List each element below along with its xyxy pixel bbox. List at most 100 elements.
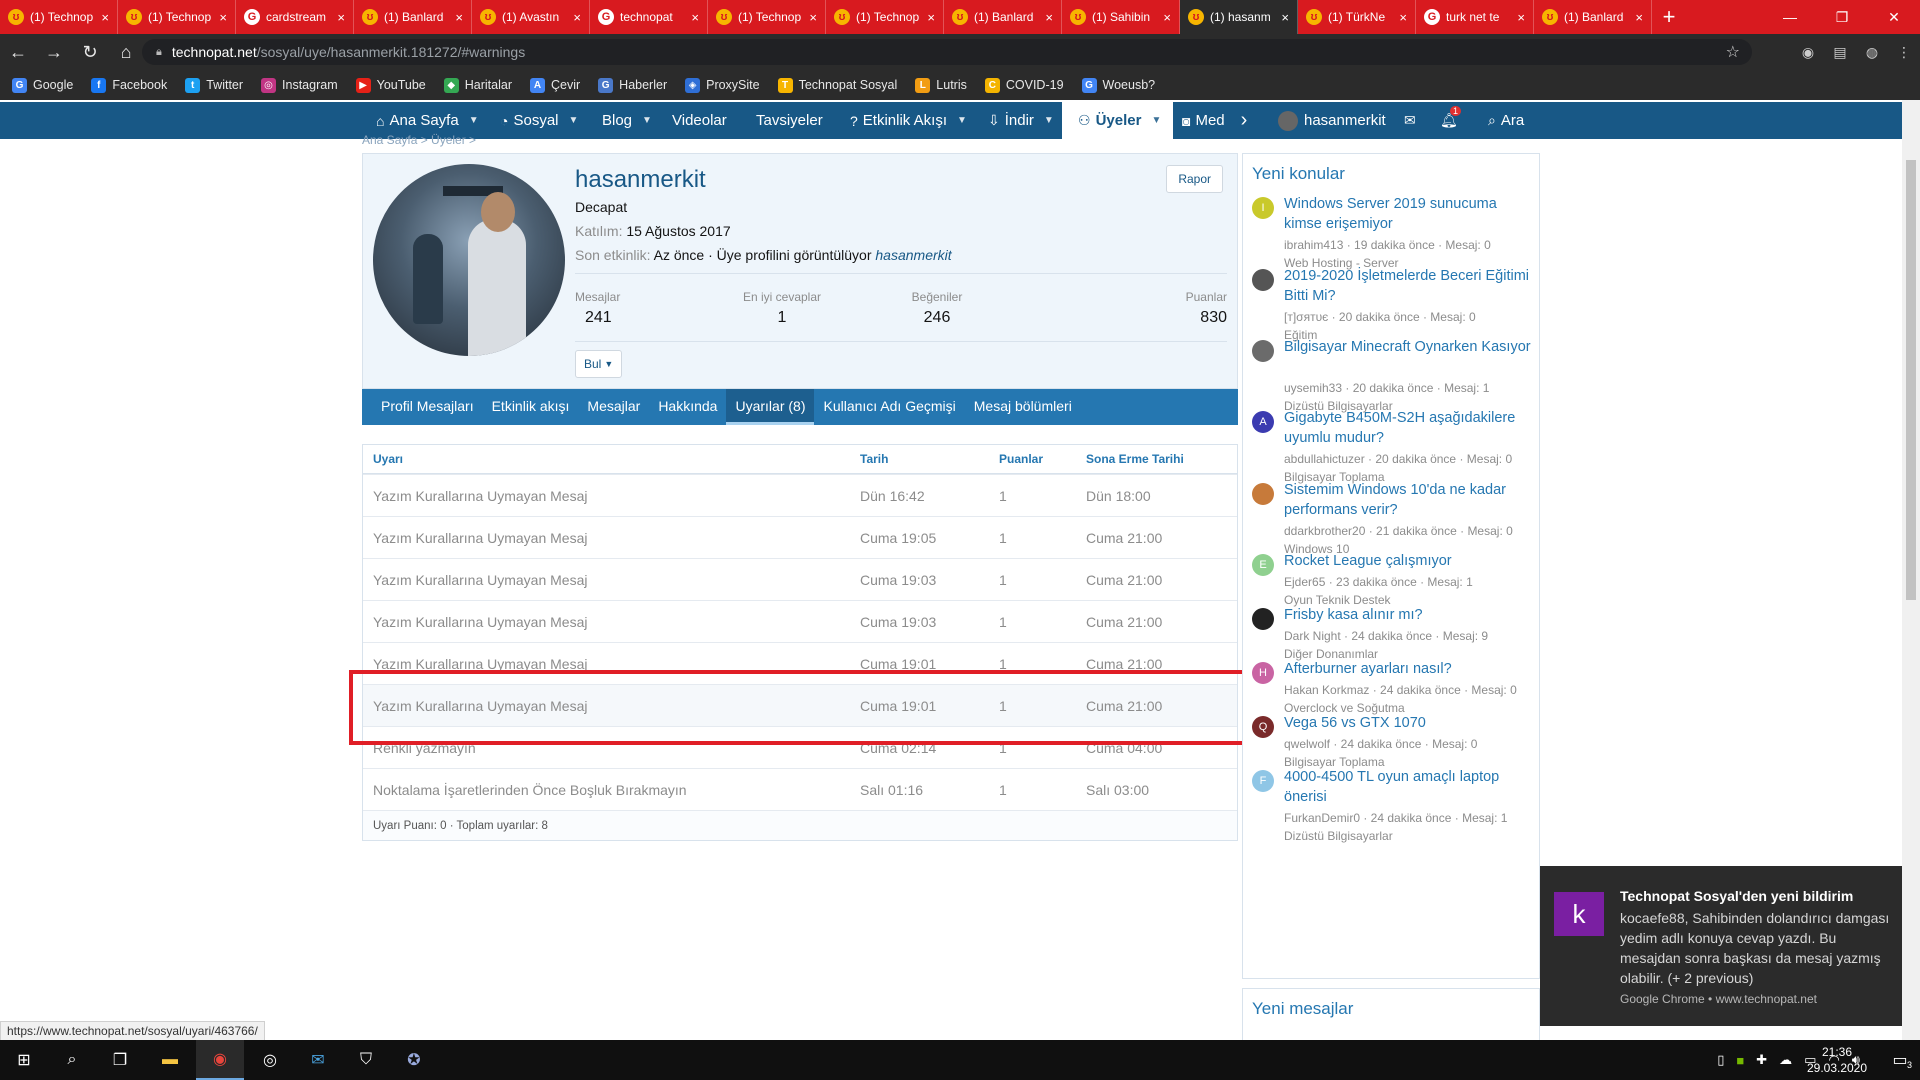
battery-icon[interactable]: ▯ bbox=[1717, 1052, 1725, 1067]
extension-icon[interactable]: ◉ bbox=[1801, 43, 1815, 60]
browser-tab[interactable]: ʊ (1) Banlard × bbox=[944, 0, 1062, 34]
report-button[interactable]: Rapor bbox=[1166, 165, 1223, 193]
profile-activity-link[interactable]: hasanmerkit bbox=[875, 247, 952, 263]
nav-item[interactable]: ⇩ İndir ▼ bbox=[988, 112, 1054, 129]
thread-title[interactable]: 2019-2020 İşletmelerde Beceri Eğitimi Bi… bbox=[1284, 268, 1530, 304]
tab-close-icon[interactable]: × bbox=[1517, 9, 1525, 25]
bookmark-item[interactable]: ◆ Haritalar bbox=[443, 77, 512, 93]
app-icon[interactable]: ✪ bbox=[407, 1052, 421, 1069]
thread-title[interactable]: Vega 56 vs GTX 1070 bbox=[1284, 715, 1426, 731]
caret-down-icon[interactable]: ▼ bbox=[568, 115, 579, 126]
scroll-thumb[interactable] bbox=[1906, 160, 1916, 600]
profile-tab[interactable]: Hakkında bbox=[658, 397, 718, 414]
thread-avatar[interactable] bbox=[1252, 340, 1274, 362]
thread-forum[interactable]: Eğitim bbox=[1284, 328, 1318, 342]
nav-item[interactable]: Blog ▼ bbox=[602, 112, 652, 129]
stat-messages[interactable]: Mesajlar 241 bbox=[575, 290, 621, 326]
tab-close-icon[interactable]: × bbox=[809, 9, 817, 25]
tab-close-icon[interactable]: × bbox=[1045, 9, 1053, 25]
caret-down-icon[interactable]: ▼ bbox=[468, 115, 479, 126]
thread-forum[interactable]: Dizüstü Bilgisayarlar bbox=[1284, 399, 1393, 413]
alerts-icon[interactable]: 🔔︎ 1 bbox=[1440, 102, 1463, 139]
table-row[interactable]: Yazım Kurallarına Uymayan Mesaj Cuma 19:0… bbox=[363, 516, 1237, 558]
bookmark-item[interactable]: G Haberler bbox=[598, 77, 667, 93]
thread-forum[interactable]: Overclock ve Soğutma bbox=[1284, 701, 1405, 715]
extension-icon[interactable]: ▤ bbox=[1833, 43, 1847, 60]
bookmark-item[interactable]: ◎ Instagram bbox=[261, 77, 338, 93]
search-icon[interactable]: ⌕ bbox=[67, 1051, 77, 1068]
thread-avatar[interactable]: H bbox=[1252, 662, 1274, 684]
thread-title[interactable]: Windows Server 2019 sunucuma kimse erişe… bbox=[1284, 196, 1497, 232]
nav-item[interactable]: Tavsiyeler bbox=[756, 112, 823, 129]
nav-item[interactable]: ⌂ Ana Sayfa ▼ bbox=[376, 112, 479, 129]
tab-close-icon[interactable]: × bbox=[455, 9, 463, 25]
profile-tab[interactable]: Uyarılar (8) bbox=[726, 389, 815, 425]
search-nav-button[interactable]: ⌕ Ara bbox=[1488, 112, 1525, 129]
browser-tab[interactable]: ʊ (1) hasanm × bbox=[1180, 0, 1298, 34]
profile-tab[interactable]: Profil Mesajları bbox=[381, 397, 474, 414]
thread-forum[interactable]: Web Hosting - Server bbox=[1284, 256, 1399, 270]
table-row[interactable]: Yazım Kurallarına Uymayan Mesaj Cuma 19:0… bbox=[363, 600, 1237, 642]
bookmark-item[interactable]: G Woeusb? bbox=[1081, 77, 1155, 93]
thread-avatar[interactable]: I bbox=[1252, 197, 1274, 219]
thread-avatar[interactable]: E bbox=[1252, 554, 1274, 576]
forward-icon[interactable]: → bbox=[45, 41, 63, 62]
profile-tab[interactable]: Kullanıcı Adı Geçmişi bbox=[823, 397, 956, 414]
bookmark-item[interactable]: f Facebook bbox=[91, 77, 167, 93]
caret-down-icon[interactable]: ▼ bbox=[642, 115, 652, 126]
tab-close-icon[interactable]: × bbox=[101, 9, 109, 25]
nav-item[interactable]: ⚇ Üyeler ▼ bbox=[1062, 102, 1174, 139]
thread-forum[interactable]: Dizüstü Bilgisayarlar bbox=[1284, 829, 1393, 843]
sidebar-title[interactable]: Yeni mesajlar bbox=[1252, 999, 1354, 1018]
bookmark-item[interactable]: A Çevir bbox=[530, 77, 580, 93]
caret-down-icon[interactable]: ▼ bbox=[1151, 115, 1162, 126]
new-tab-icon[interactable]: + bbox=[1662, 4, 1676, 29]
address-bar[interactable]: 🔒︎ technopat.net/sosyal/uye/hasanmerkit.… bbox=[142, 39, 1752, 65]
stat-points[interactable]: Puanlar 830 bbox=[1185, 290, 1227, 326]
nvidia-icon[interactable]: ■ bbox=[1736, 1052, 1745, 1068]
bookmark-item[interactable]: ◈ ProxySite bbox=[685, 77, 760, 93]
thread-forum[interactable]: Windows 10 bbox=[1284, 542, 1350, 556]
app-icon[interactable]: ◎ bbox=[263, 1052, 277, 1069]
thread-title[interactable]: Sistemim Windows 10'da ne kadar performa… bbox=[1284, 482, 1506, 518]
profile-tab[interactable]: Etkinlik akışı bbox=[491, 397, 570, 414]
thread-avatar[interactable] bbox=[1252, 269, 1274, 291]
thread-title[interactable]: 4000-4500 TL oyun amaçlı laptop önerisi bbox=[1284, 769, 1500, 805]
tab-close-icon[interactable]: × bbox=[337, 9, 345, 25]
thread-title[interactable]: Frisby kasa alınır mı? bbox=[1284, 607, 1423, 623]
table-row[interactable]: Yazım Kurallarına Uymayan Mesaj Cuma 19:0… bbox=[363, 684, 1237, 726]
browser-tab[interactable]: ʊ (1) Sahibin × bbox=[1062, 0, 1180, 34]
volume-icon[interactable]: 🔊︎ bbox=[1851, 1052, 1860, 1067]
minimize-icon[interactable]: — bbox=[1783, 9, 1797, 25]
chevron-right-icon[interactable]: › bbox=[1240, 109, 1248, 131]
security-shield-icon[interactable]: ⛉ bbox=[359, 1051, 372, 1068]
find-button[interactable]: Bul ▼ bbox=[575, 350, 623, 378]
nav-item[interactable]: Videolar bbox=[672, 112, 727, 129]
browser-tab[interactable]: ʊ (1) Banlard × bbox=[354, 0, 472, 34]
tab-close-icon[interactable]: × bbox=[927, 9, 935, 25]
profile-avatar-icon[interactable]: ◍ bbox=[1865, 43, 1879, 60]
nav-item[interactable]: hasanmerkit bbox=[1278, 102, 1386, 139]
reload-icon[interactable]: ↻ bbox=[82, 41, 98, 62]
thread-title[interactable]: Bilgisayar Minecraft Oynarken Kasıyor bbox=[1284, 339, 1531, 355]
table-row[interactable]: Yazım Kurallarına Uymayan Mesaj Cuma 19:0… bbox=[363, 642, 1237, 684]
thread-forum[interactable]: Bilgisayar Toplama bbox=[1284, 755, 1385, 769]
breadcrumb[interactable]: Ana Sayfa > Üyeler > bbox=[362, 133, 477, 147]
nav-item[interactable]: ◔ Sosyal ▼ bbox=[500, 112, 579, 129]
browser-tab[interactable]: ʊ (1) Avastın × bbox=[472, 0, 590, 34]
nav-item[interactable]: ◙ Med › bbox=[1182, 109, 1248, 131]
chrome-menu-icon[interactable]: ⋮ bbox=[1897, 43, 1911, 60]
profile-avatar[interactable] bbox=[373, 164, 565, 356]
tab-close-icon[interactable]: × bbox=[1635, 9, 1643, 25]
nav-item[interactable]: ? Etkinlik Akışı ▼ bbox=[850, 112, 967, 129]
bookmark-item[interactable]: ▶ YouTube bbox=[355, 77, 426, 93]
thread-avatar[interactable]: Q bbox=[1252, 716, 1274, 738]
tab-close-icon[interactable]: × bbox=[1281, 9, 1289, 25]
thread-title[interactable]: Gigabyte B450M-S2H aşağıdakilere uyumlu … bbox=[1284, 410, 1516, 446]
security-icon[interactable]: ✚ bbox=[1756, 1052, 1768, 1067]
thread-title[interactable]: Afterburner ayarları nasıl? bbox=[1284, 661, 1452, 677]
tab-close-icon[interactable]: × bbox=[219, 9, 227, 25]
thread-forum[interactable]: Oyun Teknik Destek bbox=[1284, 593, 1391, 607]
taskbar-clock[interactable]: 21:36 29.03.2020 bbox=[1806, 1045, 1868, 1075]
